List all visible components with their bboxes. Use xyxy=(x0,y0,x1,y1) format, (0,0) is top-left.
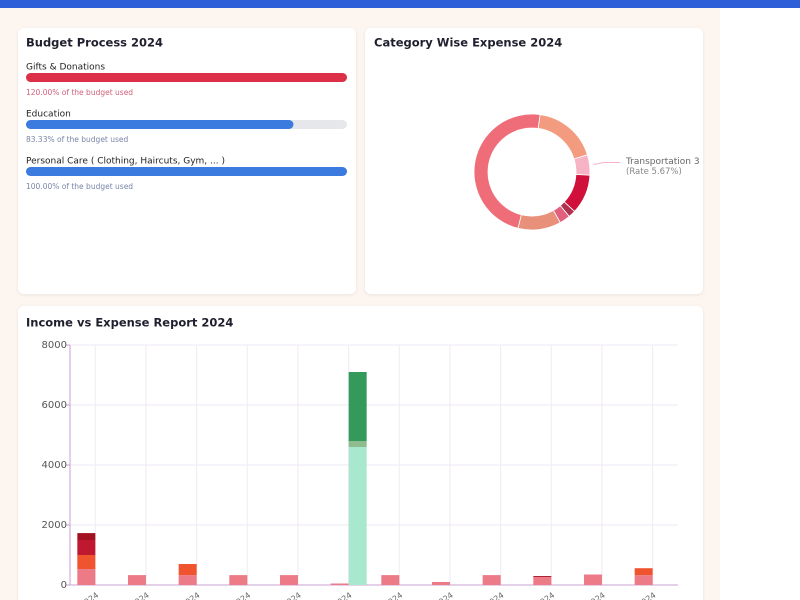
top-bar xyxy=(0,0,800,8)
segment-label: Transportation 3 xyxy=(625,157,700,167)
progress-bar xyxy=(26,73,347,82)
x-tick-label: 2024 xyxy=(585,591,607,600)
bar-segment xyxy=(178,564,197,576)
bar-segment xyxy=(348,441,367,447)
budget-progress: Gifts & Donations 120.00% of the budget u… xyxy=(26,63,347,191)
y-tick-label: 4000 xyxy=(42,460,67,471)
bar-segment xyxy=(348,372,367,441)
bar-segment xyxy=(634,568,653,576)
progress-bar xyxy=(26,167,347,176)
y-tick-label: 0 xyxy=(61,580,67,591)
bar-segment xyxy=(128,575,146,585)
bar-segment xyxy=(381,575,400,585)
x-tick-label: 2024 xyxy=(332,591,354,600)
bar-segment xyxy=(533,576,552,577)
card-title: Budget Process 2024 xyxy=(26,36,163,50)
side-area xyxy=(720,0,800,600)
bar-segment xyxy=(482,575,501,585)
usage-text: 83.33% of the budget used xyxy=(26,135,129,144)
bar-segment xyxy=(533,576,552,585)
x-tick-label: 2024 xyxy=(433,591,455,600)
card-title: Income vs Expense Report 2024 xyxy=(26,316,233,330)
progress-bar xyxy=(26,120,294,129)
y-tick-label: 2000 xyxy=(42,520,67,531)
segment-rate: (Rate 5.67%) xyxy=(626,167,682,177)
x-tick-label: 2024 xyxy=(129,591,151,600)
x-tick-label: 2024 xyxy=(534,591,556,600)
x-tick-label: 2024 xyxy=(484,591,506,600)
usage-text: 100.00% of the budget used xyxy=(26,182,133,191)
card xyxy=(18,28,356,294)
bar-chart: 0 2000 4000 6000 8000 2024 2024 2024 2024 2024 202… xyxy=(42,340,678,600)
card-title: Category Wise Expense 2024 xyxy=(374,36,562,50)
usage-text: 120.00% of the budget used xyxy=(26,88,133,97)
item-label: Gifts & Donations xyxy=(26,63,105,73)
bar-segment xyxy=(77,533,96,540)
bar-segment xyxy=(77,555,96,570)
x-tick-label: 2024 xyxy=(382,591,404,600)
bar-segment xyxy=(77,569,96,585)
donut-chart: Transportation 3(Rate 5.67%) xyxy=(473,113,700,231)
x-tick-label: 2024 xyxy=(636,591,658,600)
card xyxy=(365,28,703,294)
leader-line xyxy=(593,161,620,165)
x-tick-label: 2024 xyxy=(78,591,100,600)
y-tick-label: 6000 xyxy=(42,400,67,411)
bar-segment xyxy=(229,575,248,585)
item-label: Education xyxy=(26,110,71,120)
bar-segment xyxy=(178,575,197,585)
donut-segment xyxy=(473,113,541,229)
bar-segment xyxy=(348,447,367,585)
donut-segment xyxy=(573,154,591,176)
item-label: Personal Care ( Clothing, Haircuts, Gym,… xyxy=(26,157,225,167)
x-tick-label: 2024 xyxy=(281,591,303,600)
bar-segment xyxy=(584,574,602,585)
x-tick-label: 2024 xyxy=(180,591,202,600)
bar-segment xyxy=(432,582,450,585)
bar-segment xyxy=(634,575,653,585)
bar-segment xyxy=(77,540,96,555)
bar-segment xyxy=(330,583,349,585)
bar-segment xyxy=(280,575,298,585)
x-tick-label: 2024 xyxy=(230,591,252,600)
y-tick-label: 8000 xyxy=(42,340,67,351)
